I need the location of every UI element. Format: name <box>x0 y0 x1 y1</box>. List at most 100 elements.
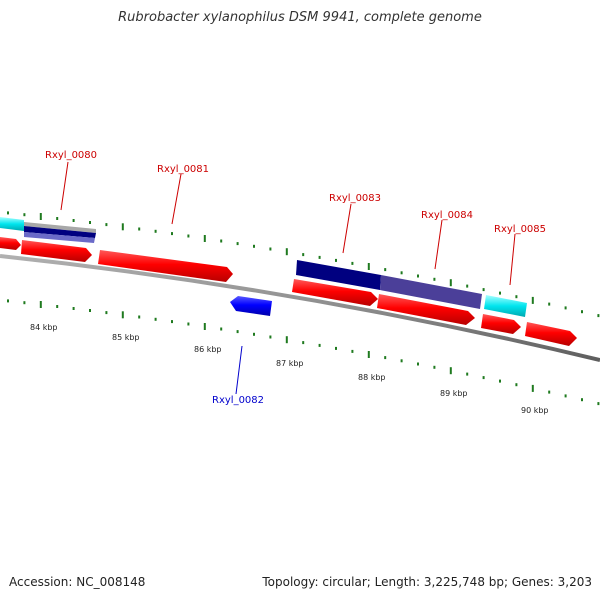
outer-ring-tick <box>384 268 387 272</box>
inner-ring-tick <box>56 305 59 308</box>
outer-ring-tick <box>154 229 157 233</box>
inner-ring-tick <box>499 379 501 383</box>
outer-ring-tick <box>7 211 9 215</box>
leader-0081 <box>171 173 182 225</box>
inner-ring-tick <box>351 349 354 353</box>
inner-ring-tick <box>449 367 452 375</box>
outer-ring-tick <box>367 263 370 270</box>
outer-ring-tick <box>138 227 141 231</box>
outer-ring-tick <box>499 291 501 295</box>
inner-ring-tick <box>220 327 223 331</box>
leader-0084 <box>434 219 443 270</box>
gene-label-rxyl-0080: Rxyl_0080 <box>45 150 97 161</box>
genome-backbone <box>0 254 600 362</box>
inner-ring-tick <box>548 390 551 394</box>
inner-ring-tick <box>105 311 108 315</box>
inner-ring-tick <box>417 362 419 366</box>
outer-ring-tick <box>515 295 518 299</box>
cds-arrow-0083 <box>292 279 378 306</box>
outer-ring-tick <box>220 239 223 243</box>
scale-label-89: 89 kbp <box>440 389 468 398</box>
outer-ring-tick <box>23 213 26 217</box>
gene-label-rxyl-0085: Rxyl_0085 <box>494 224 546 235</box>
cds-arrow-0080 <box>21 240 92 262</box>
outer-ring-tick <box>433 277 436 281</box>
inner-ring-tick <box>564 394 567 398</box>
outer-ring-tick <box>400 271 403 275</box>
map-title: Rubrobacter xylanophilus DSM 9941, compl… <box>118 10 482 25</box>
genome-stats-label: Topology: circular; Length: 3,225,748 bp… <box>262 575 592 589</box>
gene-label-rxyl-0082: Rxyl_0082 <box>212 395 264 406</box>
outer-ring-tick <box>597 314 600 318</box>
feature-block-navy-left <box>24 226 96 238</box>
inner-ring-tick <box>433 365 436 369</box>
outer-ring-tick <box>105 223 108 227</box>
cds-arrow-0086 <box>525 322 577 346</box>
inner-ring-tick <box>23 301 26 305</box>
feature-block-cyan-right <box>484 295 527 317</box>
feature-block-navy <box>296 260 381 290</box>
cds-arrow-0082-reverse <box>230 296 272 316</box>
inner-ring-tick <box>7 299 9 303</box>
inner-ring-tick <box>39 301 42 308</box>
accession-label: Accession: NC_008148 <box>9 575 146 589</box>
feature-block-grey <box>24 222 96 233</box>
outer-ring-tick <box>39 213 42 220</box>
scale-label-84: 84 kbp <box>30 323 58 332</box>
leader-0082 <box>235 345 243 395</box>
outer-ring-tick <box>351 261 354 265</box>
cds-arrow-0084 <box>377 294 475 325</box>
outer-ring-tick <box>253 244 255 248</box>
gene-label-rxyl-0084: Rxyl_0084 <box>421 210 473 221</box>
gene-labels: Rxyl_0080 Rxyl_0081 Rxyl_0082 Rxyl_0083 … <box>45 150 546 406</box>
inner-ring-tick <box>138 315 141 319</box>
outer-ring-tick <box>581 310 583 314</box>
inner-ring-tick <box>269 335 272 339</box>
outer-ring-tick <box>564 306 567 310</box>
outer-ring-tick <box>302 253 305 257</box>
inner-ring-tick <box>597 402 600 406</box>
gene-label-rxyl-0083: Rxyl_0083 <box>329 193 381 204</box>
inner-ring-tick <box>515 383 518 387</box>
feature-track <box>0 217 527 317</box>
inner-ring-tick <box>531 384 534 392</box>
feature-block-slate-left <box>24 232 95 243</box>
scale-label-90: 90 kbp <box>521 406 549 415</box>
inner-ring-tick <box>154 317 157 321</box>
feature-block-slate <box>380 275 482 309</box>
inner-ring-tick <box>318 343 321 347</box>
inner-ring-tick <box>236 330 239 334</box>
outer-ring-tick <box>269 247 272 251</box>
gene-label-rxyl-0081: Rxyl_0081 <box>157 164 209 175</box>
inner-ring-tick <box>89 309 91 312</box>
inner-ring-tick <box>482 376 485 380</box>
outer-ring-tick <box>171 232 173 236</box>
inner-ring-tick <box>203 323 206 330</box>
outer-ring-tick <box>285 248 288 256</box>
inner-ring-tick <box>121 311 124 319</box>
scale-label-86: 86 kbp <box>194 345 222 354</box>
outer-ring-tick <box>89 221 91 224</box>
scale-label-87: 87 kbp <box>276 359 304 368</box>
outer-ring-tick <box>318 255 321 259</box>
cds-arrow-0085 <box>481 314 521 334</box>
scale-label-85: 85 kbp <box>112 333 140 342</box>
label-leaders <box>60 161 516 395</box>
inner-ring-tick <box>400 359 403 363</box>
leader-0080 <box>60 161 69 211</box>
inner-ring-tick <box>581 398 583 402</box>
scale-label-88: 88 kbp <box>358 373 386 382</box>
outer-ring-tick <box>203 235 206 242</box>
outer-ring-tick <box>482 288 485 292</box>
inner-ring-tick <box>187 322 190 326</box>
tick-marks <box>7 211 600 406</box>
inner-ring-tick <box>367 351 370 358</box>
outer-ring-tick <box>449 279 452 287</box>
forward-cds-track <box>0 237 577 346</box>
inner-ring-tick <box>171 320 173 324</box>
outer-ring-tick <box>236 242 239 246</box>
feature-block-cyan-left <box>0 217 24 231</box>
inner-ring-tick <box>285 336 288 344</box>
leader-0085 <box>509 233 516 286</box>
